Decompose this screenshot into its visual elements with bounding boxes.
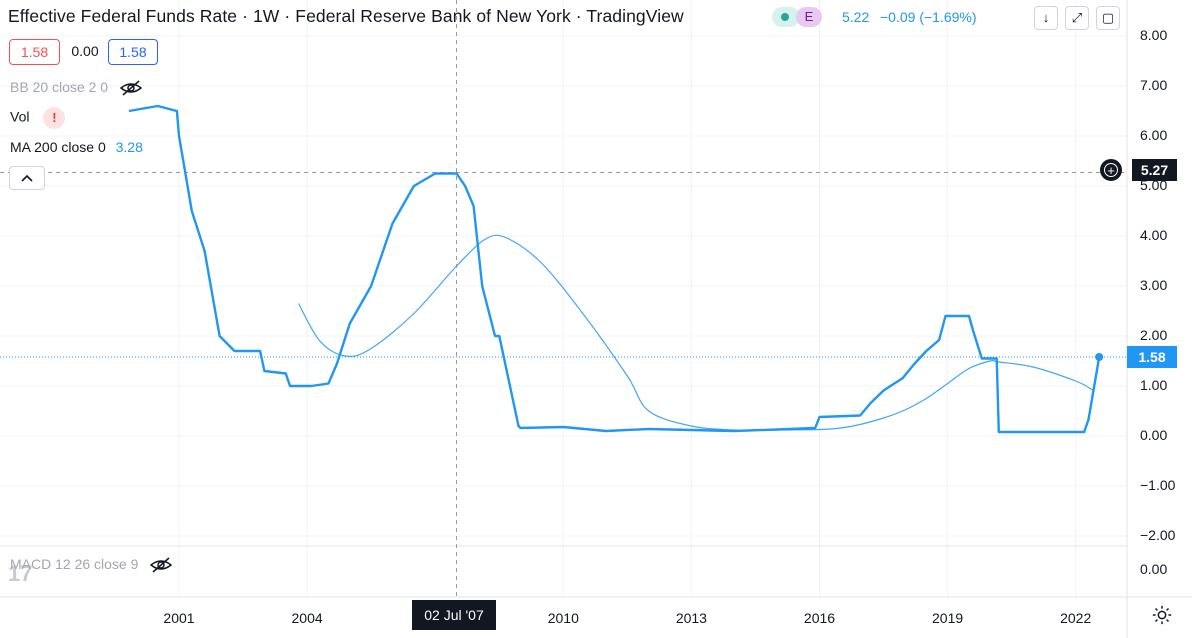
y-axis-tick: 6.00 [1140,127,1168,143]
chevron-up-icon [21,174,33,182]
y-axis-tick: 2.00 [1140,327,1168,343]
last-price-tag: 1.58 [1127,346,1177,368]
x-axis-tick: 2022 [1060,610,1092,626]
download-button[interactable]: ↓ [1034,6,1058,30]
legend-bb[interactable]: BB 20 close 2 0 [10,79,143,96]
crosshair-date-label: 02 Jul '07 [412,600,496,630]
x-axis-tick: 2004 [291,610,323,626]
restore-button[interactable]: ▢ [1096,6,1120,30]
legend-ma[interactable]: MA 200 close 0 3.28 [10,139,143,155]
tradingview-logo: 17 [8,561,33,586]
x-axis-tick: 2016 [803,610,836,626]
x-axis-tick: 2010 [547,610,579,626]
change-value: −0.09 (−1.69%) [880,9,977,25]
crosshair-plus-icon[interactable]: + [1100,159,1122,181]
y-axis-tick: 3.00 [1140,277,1168,293]
fullscreen-button[interactable]: ⤢ [1065,6,1089,30]
y-axis-tick: 7.00 [1140,77,1168,93]
gear-icon[interactable] [1151,604,1173,626]
events-pill[interactable]: E [796,7,822,27]
last-value: 5.22 [842,9,870,25]
ohlc-close-box: 1.58 [108,39,158,65]
market-status-pill[interactable] [772,7,800,27]
fed-funds-rate-line [128,104,1101,434]
x-axis-tick: 2019 [932,610,964,626]
warning-icon[interactable]: ! [43,107,66,129]
legend-vol[interactable]: Vol! [10,107,66,129]
y-axis-tick: 5.00 [1140,177,1168,193]
grid-lines [0,0,1127,597]
y-axis-tick: 1.00 [1140,377,1168,393]
macd-label: MACD 12 26 close 9 [10,556,139,572]
chart-title: Effective Federal Funds Rate · 1W · Fede… [8,6,684,26]
status-dot-icon [781,13,789,21]
last-point-marker [1095,353,1104,361]
x-axis-tick: 2013 [675,610,707,626]
y-axis-tick: 8.00 [1140,27,1168,43]
y-axis-tick: 0.00 [1140,427,1168,443]
y-axis-tick: 4.00 [1140,227,1168,243]
y-axis-tick: −2.00 [1140,527,1176,543]
vol-label: Vol [10,108,30,125]
legend-macd[interactable]: MACD 12 26 close 9 [10,556,173,573]
ma-label: MA 200 close 0 [10,139,106,155]
bb-label: BB 20 close 2 0 [10,79,109,95]
macd-axis-tick: 0.00 [1140,561,1168,577]
eye-hidden-icon[interactable] [119,80,143,96]
y-axis-tick: −1.00 [1140,477,1176,493]
x-axis-tick: 2001 [163,610,195,626]
ohlc-mid-value: 0.00 [68,39,102,65]
eye-hidden-icon[interactable] [150,557,173,573]
ma-value: 3.28 [115,139,143,155]
crosshair-price-tag: 5.27 [1132,159,1177,181]
ohlc-open-box: 1.58 [9,39,60,65]
legend-collapse-button[interactable]: ^ [9,166,45,190]
